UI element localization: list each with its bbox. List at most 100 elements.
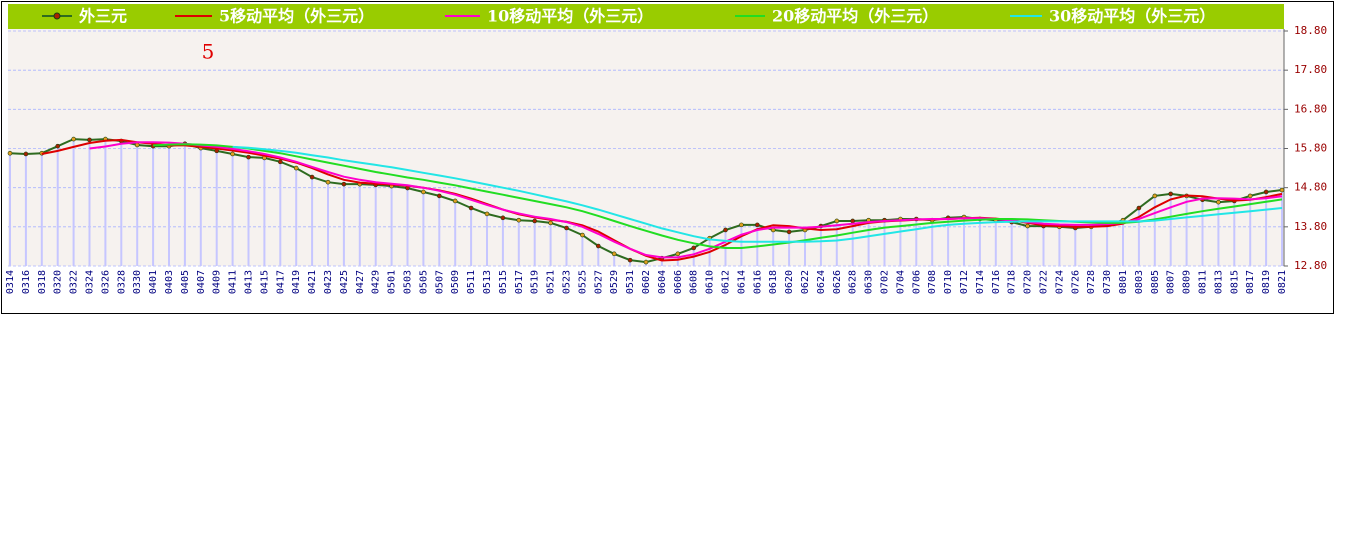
x-tick-label: 0803 [1134, 270, 1145, 294]
point [627, 257, 633, 263]
x-tick-label: 0527 [593, 270, 604, 294]
x-tick-label: 0708 [927, 270, 938, 294]
point [309, 174, 315, 180]
x-tick-label: 0620 [784, 270, 795, 294]
point [1025, 223, 1030, 229]
legend-label: 5移动平均（外三元） [219, 7, 374, 26]
point [595, 243, 601, 249]
x-tick-label: 0505 [418, 270, 429, 294]
x-tick-label: 0726 [1070, 270, 1081, 294]
legend-label: 20移动平均（外三元） [772, 7, 938, 26]
series-line [232, 145, 1283, 243]
x-tick-label: 0805 [1150, 270, 1161, 294]
point [1152, 193, 1158, 199]
x-tick-label: 0618 [768, 270, 779, 294]
x-tick-label: 0610 [705, 270, 716, 294]
x-tick-label: 0409 [212, 270, 223, 294]
point [580, 232, 585, 238]
x-tick-label: 0503 [403, 270, 414, 294]
x-tick-label: 0612 [721, 270, 732, 294]
y-tick-label: 16.80 [1294, 102, 1327, 115]
x-tick-label: 0706 [911, 270, 922, 294]
y-tick-label: 13.80 [1294, 220, 1327, 233]
x-tick-label: 0821 [1277, 270, 1288, 294]
y-tick-label: 17.80 [1294, 63, 1327, 76]
x-tick-label: 0415 [259, 270, 270, 294]
point [484, 211, 490, 217]
x-tick-label: 0403 [164, 270, 175, 294]
point [1168, 191, 1173, 197]
x-tick-label: 0511 [466, 270, 477, 294]
x-tick-label: 0423 [323, 270, 334, 294]
x-tick-label: 0718 [1007, 270, 1018, 294]
legend-label: 10移动平均（外三元） [487, 7, 653, 26]
x-tick-label: 0602 [641, 270, 652, 294]
x-tick-label: 0811 [1198, 270, 1209, 294]
point [436, 193, 442, 199]
x-tick-label: 0608 [689, 270, 700, 294]
x-tick-label: 0813 [1213, 270, 1224, 294]
x-tick-label: 0630 [864, 270, 875, 294]
point [723, 227, 728, 233]
x-tick-label: 0817 [1245, 270, 1256, 294]
x-tick-label: 0801 [1118, 270, 1129, 294]
x-tick-label: 0322 [69, 270, 80, 294]
x-tick-label: 0702 [880, 270, 891, 294]
x-tick-label: 0720 [1023, 270, 1034, 294]
point [1279, 187, 1285, 193]
x-tick-label: 0525 [577, 270, 588, 294]
point [421, 189, 426, 195]
x-tick-label: 0517 [514, 270, 525, 294]
legend-label: 外三元 [78, 7, 127, 26]
point [71, 136, 76, 142]
x-tick-label: 0529 [609, 270, 620, 294]
x-tick-label: 0314 [5, 270, 16, 294]
point [325, 179, 331, 185]
x-tick-label: 0616 [752, 270, 763, 294]
point [1216, 199, 1221, 205]
legend-marker [53, 12, 61, 20]
x-tick-label: 0710 [943, 270, 954, 294]
point [500, 215, 506, 221]
x-tick-label: 0425 [339, 270, 350, 294]
x-tick-label: 0819 [1261, 270, 1272, 294]
y-tick-label: 12.80 [1294, 259, 1327, 272]
point [1136, 205, 1142, 211]
x-tick-label: 0407 [196, 270, 207, 294]
x-tick-label: 0807 [1166, 270, 1177, 294]
x-tick-label: 0519 [530, 270, 541, 294]
x-tick-label: 0501 [387, 270, 398, 294]
x-tick-label: 0429 [371, 270, 382, 294]
x-tick-label: 0316 [21, 270, 32, 294]
x-tick-label: 0515 [498, 270, 509, 294]
y-tick-label: 14.80 [1294, 181, 1327, 194]
point [611, 251, 617, 257]
point [7, 150, 13, 156]
x-tick-label: 0318 [37, 270, 48, 294]
x-tick-label: 0320 [53, 270, 64, 294]
y-tick-label: 18.80 [1294, 24, 1327, 37]
x-tick-label: 0531 [625, 270, 636, 294]
legend-bar [8, 4, 1284, 29]
legend-label: 30移动平均（外三元） [1049, 7, 1215, 26]
x-tick-label: 0730 [1102, 270, 1113, 294]
x-tick-label: 0328 [116, 270, 127, 294]
x-tick-label: 0722 [1039, 270, 1050, 294]
point [293, 165, 299, 171]
point [87, 137, 92, 143]
x-tick-label: 0815 [1229, 270, 1240, 294]
series-line [41, 138, 1283, 262]
point [739, 222, 744, 228]
point [643, 259, 649, 265]
point [1263, 189, 1269, 195]
point [341, 181, 347, 187]
x-tick-label: 0624 [816, 270, 827, 294]
x-tick-label: 0712 [959, 270, 970, 294]
x-tick-label: 0417 [275, 270, 286, 294]
x-tick-label: 0728 [1086, 270, 1097, 294]
y-tick-label: 15.80 [1294, 142, 1327, 155]
point [564, 225, 569, 231]
x-tick-label: 0626 [832, 270, 843, 294]
